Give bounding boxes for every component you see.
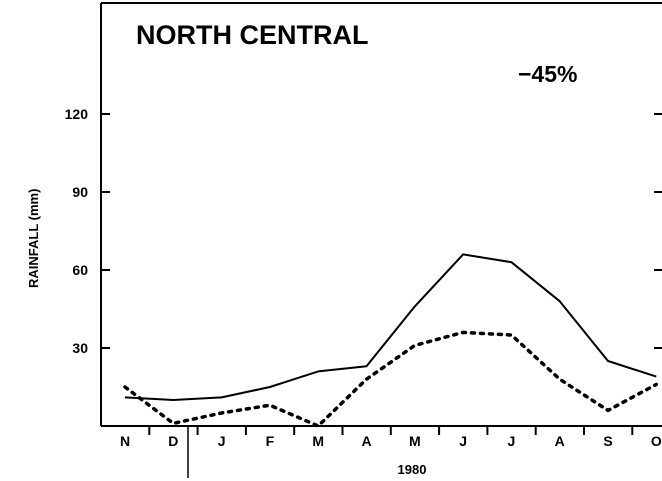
y-tick-label: 60 <box>72 262 88 278</box>
x-tick-label: N <box>120 433 130 449</box>
x-tick-label: S <box>603 433 612 449</box>
x-tick-label: J <box>218 433 226 449</box>
x-tick-label: J <box>508 433 516 449</box>
x-tick-label: A <box>361 433 371 449</box>
series-line-dotted <box>123 330 659 429</box>
chart-title: NORTH CENTRAL <box>136 20 368 50</box>
y-tick-label: 90 <box>72 184 88 200</box>
y-tick-label: 120 <box>65 106 89 122</box>
series-line-solid <box>124 253 657 401</box>
y-ticks: 30 60 90 120 <box>65 106 662 356</box>
x-tick-label: M <box>312 433 324 449</box>
year-label: 1980 <box>398 462 427 477</box>
series-group <box>123 253 659 429</box>
change-annotation: −45% <box>518 61 577 87</box>
x-tick-label: M <box>409 433 421 449</box>
x-tick-label: F <box>266 433 275 449</box>
y-axis-label: RAINFALL (mm) <box>26 189 41 288</box>
x-tick-label: O <box>651 433 662 449</box>
x-tick-label: D <box>168 433 178 449</box>
x-tick-label: A <box>555 433 565 449</box>
y-tick-label: 30 <box>72 340 88 356</box>
x-tick-label: J <box>459 433 467 449</box>
